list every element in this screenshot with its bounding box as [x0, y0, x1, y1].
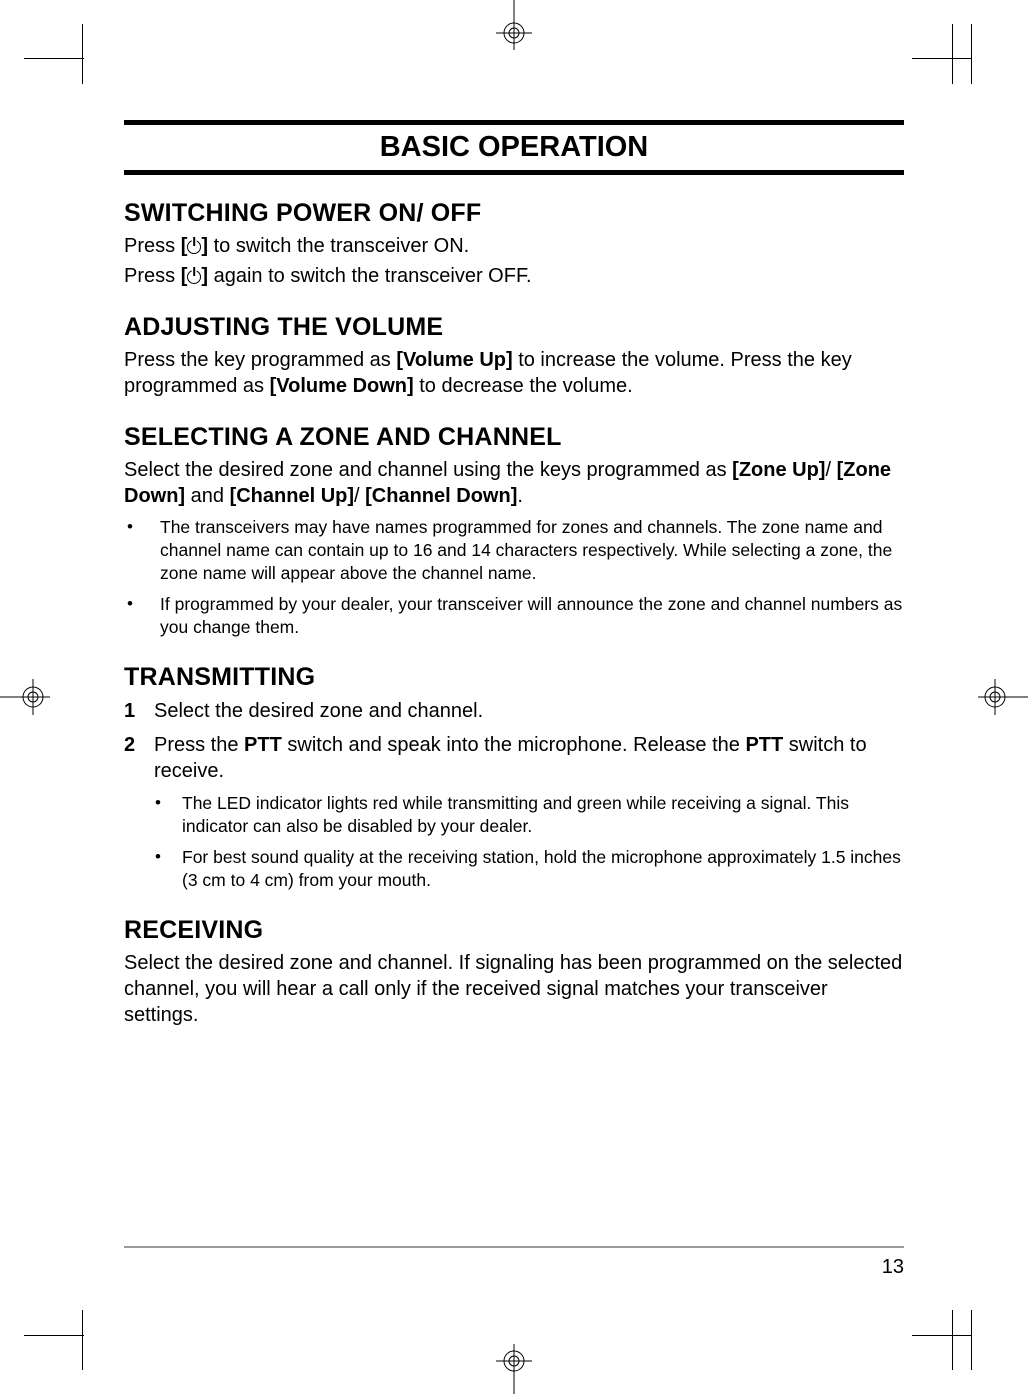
- text: Select the desired zone and channel. If …: [124, 951, 904, 1028]
- key-label: PTT: [244, 734, 282, 756]
- page-footer: 13: [124, 1246, 904, 1279]
- section-receiving: RECEIVING Select the desired zone and ch…: [124, 916, 904, 1028]
- footer-rule: [124, 1246, 904, 1248]
- crop-mark: [952, 24, 953, 84]
- crop-mark: [971, 1310, 972, 1370]
- text: /: [825, 459, 836, 481]
- text: Select the desired zone and channel usin…: [124, 459, 732, 481]
- page-content: BASIC OPERATION SWITCHING POWER ON/ OFF …: [124, 120, 904, 1032]
- key-label: [Volume Down]: [270, 375, 414, 397]
- key-label: PTT: [745, 734, 783, 756]
- heading-rule-bottom: [124, 170, 904, 175]
- body-text: Select the desired zone and channel. If …: [124, 951, 904, 1028]
- registration-mark-bottom: [494, 1344, 534, 1394]
- text: /: [354, 485, 365, 507]
- bullet-list: The transceivers may have names programm…: [124, 516, 904, 639]
- registration-mark-left: [0, 677, 50, 717]
- crop-mark: [82, 1310, 83, 1370]
- text: to switch the transceiver ON.: [208, 235, 469, 257]
- crop-mark: [952, 1310, 953, 1370]
- crop-mark: [971, 24, 972, 84]
- key-label: [Volume Up]: [396, 349, 512, 371]
- section-transmitting: TRANSMITTING 1 Select the desired zone a…: [124, 663, 904, 892]
- list-item: 2 Press the PTT switch and speak into th…: [124, 732, 904, 892]
- key-label: [Channel Up]: [230, 485, 354, 507]
- heading-rule-top: [124, 120, 904, 125]
- text: and: [185, 485, 229, 507]
- text: [: [181, 235, 188, 257]
- text: Select the desired zone and channel.: [154, 700, 483, 722]
- text: [: [181, 265, 188, 287]
- chapter-title: BASIC OPERATION: [124, 131, 904, 164]
- section-heading: SELECTING A ZONE AND CHANNEL: [124, 423, 904, 452]
- section-heading: SWITCHING POWER ON/ OFF: [124, 199, 904, 228]
- numbered-list: 1 Select the desired zone and channel. 2…: [124, 698, 904, 892]
- list-item: The LED indicator lights red while trans…: [154, 792, 904, 838]
- section-zone: SELECTING A ZONE AND CHANNEL Select the …: [124, 423, 904, 639]
- registration-mark-right: [978, 677, 1028, 717]
- list-item: If programmed by your dealer, your trans…: [124, 593, 904, 639]
- section-heading: ADJUSTING THE VOLUME: [124, 313, 904, 342]
- text: Press: [124, 265, 181, 287]
- text: to decrease the volume.: [414, 375, 633, 397]
- power-icon: [187, 270, 201, 284]
- crop-mark: [24, 1335, 84, 1336]
- key-label: [Channel Down]: [365, 485, 517, 507]
- body-text: Press the key programmed as [Volume Up] …: [124, 348, 904, 399]
- step-number: 1: [124, 698, 135, 724]
- body-text: Press [] to switch the transceiver ON. P…: [124, 234, 904, 289]
- nested-bullet-list: The LED indicator lights red while trans…: [154, 792, 904, 892]
- power-icon: [187, 240, 201, 254]
- registration-mark-top: [494, 0, 534, 50]
- key-label: [Zone Up]: [732, 459, 825, 481]
- text: again to switch the transceiver OFF.: [208, 265, 531, 287]
- section-volume: ADJUSTING THE VOLUME Press the key progr…: [124, 313, 904, 399]
- list-item: 1 Select the desired zone and channel.: [124, 698, 904, 724]
- list-item: For best sound quality at the receiving …: [154, 846, 904, 892]
- section-power: SWITCHING POWER ON/ OFF Press [] to swit…: [124, 199, 904, 289]
- crop-mark: [24, 58, 84, 59]
- crop-mark: [912, 58, 972, 59]
- text: Press the key programmed as: [124, 349, 396, 371]
- list-item: The transceivers may have names programm…: [124, 516, 904, 585]
- step-number: 2: [124, 732, 135, 758]
- section-heading: RECEIVING: [124, 916, 904, 945]
- section-heading: TRANSMITTING: [124, 663, 904, 692]
- crop-mark: [82, 24, 83, 84]
- crop-mark: [912, 1335, 972, 1336]
- body-text: Select the desired zone and channel usin…: [124, 458, 904, 509]
- page-number: 13: [124, 1256, 904, 1279]
- text: switch and speak into the microphone. Re…: [282, 734, 746, 756]
- text: Press: [124, 235, 181, 257]
- text: Press the: [154, 734, 244, 756]
- text: .: [517, 485, 523, 507]
